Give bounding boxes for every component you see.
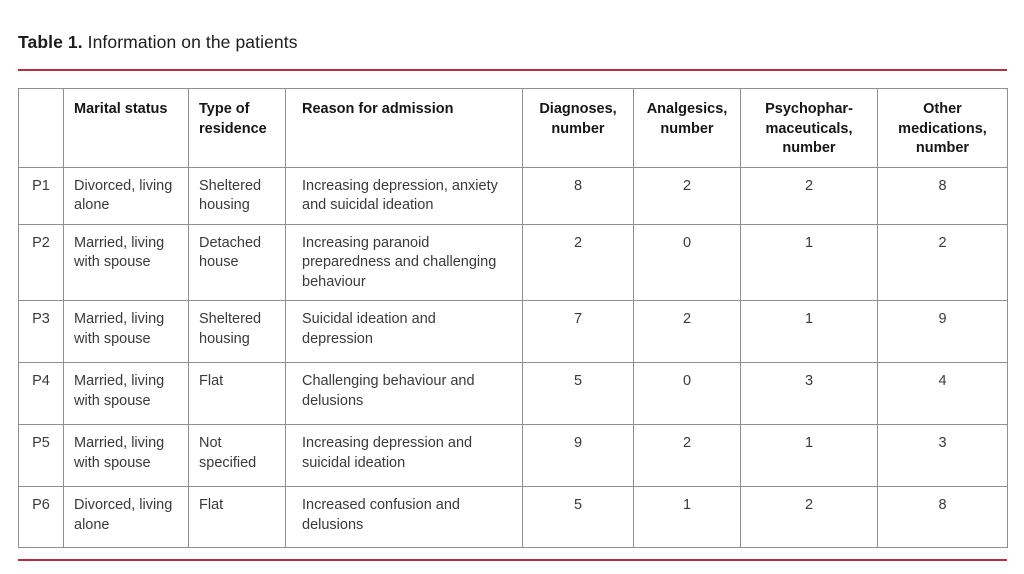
header-psychopharmaceuticals-number: Psychophar-maceuticals, number — [740, 88, 878, 168]
bottom-divider-rule — [18, 559, 1007, 561]
header-marital-status: Marital status — [63, 88, 189, 168]
cell-psychopharmaceuticals: 2 — [740, 166, 878, 225]
header-patient-id — [18, 88, 64, 168]
cell-analgesics: 2 — [633, 300, 741, 363]
cell-other-medications: 4 — [877, 362, 1008, 425]
header-type-of-residence: Type of residence — [188, 88, 286, 168]
cell-patient-id: P6 — [18, 486, 64, 548]
cell-residence: Flat — [188, 362, 286, 425]
top-divider-rule — [18, 69, 1007, 71]
header-reason-for-admission: Reason for admission — [285, 88, 523, 168]
cell-other-medications: 2 — [877, 223, 1008, 301]
cell-other-medications: 8 — [877, 166, 1008, 225]
patients-table: Marital status Type of residence Reason … — [18, 88, 1008, 548]
table-row: P1 Divorced, living alone Sheltered hous… — [18, 166, 1008, 225]
cell-analgesics: 0 — [633, 223, 741, 301]
cell-psychopharmaceuticals: 1 — [740, 424, 878, 487]
table-caption-text: Information on the patients — [87, 32, 298, 52]
table-row: P2 Married, living with spouse Detached … — [18, 223, 1008, 301]
cell-residence: Sheltered housing — [188, 166, 286, 225]
cell-reason: Increased confusion and delusions — [285, 486, 523, 548]
cell-diagnoses: 9 — [522, 424, 634, 487]
cell-analgesics: 1 — [633, 486, 741, 548]
cell-reason: Suicidal ideation and depression — [285, 300, 523, 363]
cell-diagnoses: 7 — [522, 300, 634, 363]
cell-reason: Challenging behaviour and delusions — [285, 362, 523, 425]
cell-reason: Increasing depression and suicidal ideat… — [285, 424, 523, 487]
cell-analgesics: 0 — [633, 362, 741, 425]
header-analgesics-number: Analgesics, number — [633, 88, 741, 168]
cell-other-medications: 3 — [877, 424, 1008, 487]
cell-analgesics: 2 — [633, 424, 741, 487]
cell-residence: Flat — [188, 486, 286, 548]
cell-marital-status: Divorced, living alone — [63, 486, 189, 548]
cell-other-medications: 8 — [877, 486, 1008, 548]
cell-marital-status: Married, living with spouse — [63, 424, 189, 487]
table-caption: Table 1. Information on the patients — [18, 31, 298, 53]
cell-psychopharmaceuticals: 3 — [740, 362, 878, 425]
cell-patient-id: P5 — [18, 424, 64, 487]
table-caption-label: Table 1. — [18, 32, 83, 52]
cell-patient-id: P2 — [18, 223, 64, 301]
cell-residence: Sheltered housing — [188, 300, 286, 363]
cell-patient-id: P1 — [18, 166, 64, 225]
header-diagnoses-number: Diagnoses, number — [522, 88, 634, 168]
cell-other-medications: 9 — [877, 300, 1008, 363]
cell-psychopharmaceuticals: 2 — [740, 486, 878, 548]
cell-patient-id: P4 — [18, 362, 64, 425]
table-row: P4 Married, living with spouse Flat Chal… — [18, 362, 1008, 425]
cell-marital-status: Married, living with spouse — [63, 300, 189, 363]
cell-diagnoses: 8 — [522, 166, 634, 225]
cell-psychopharmaceuticals: 1 — [740, 300, 878, 363]
cell-diagnoses: 5 — [522, 486, 634, 548]
cell-patient-id: P3 — [18, 300, 64, 363]
cell-marital-status: Married, living with spouse — [63, 362, 189, 425]
cell-reason: Increasing depression, anxiety and suici… — [285, 166, 523, 225]
cell-marital-status: Married, living with spouse — [63, 223, 189, 301]
header-other-medications-number: Other medications, number — [877, 88, 1008, 168]
table-row: P5 Married, living with spouse Not speci… — [18, 424, 1008, 487]
table-row: P6 Divorced, living alone Flat Increased… — [18, 486, 1008, 548]
table-row: P3 Married, living with spouse Sheltered… — [18, 300, 1008, 363]
cell-analgesics: 2 — [633, 166, 741, 225]
table-header-row: Marital status Type of residence Reason … — [18, 88, 1008, 168]
cell-diagnoses: 5 — [522, 362, 634, 425]
cell-psychopharmaceuticals: 1 — [740, 223, 878, 301]
cell-marital-status: Divorced, living alone — [63, 166, 189, 225]
cell-residence: Not specified — [188, 424, 286, 487]
cell-residence: Detached house — [188, 223, 286, 301]
cell-diagnoses: 2 — [522, 223, 634, 301]
cell-reason: Increasing paranoid preparedness and cha… — [285, 223, 523, 301]
